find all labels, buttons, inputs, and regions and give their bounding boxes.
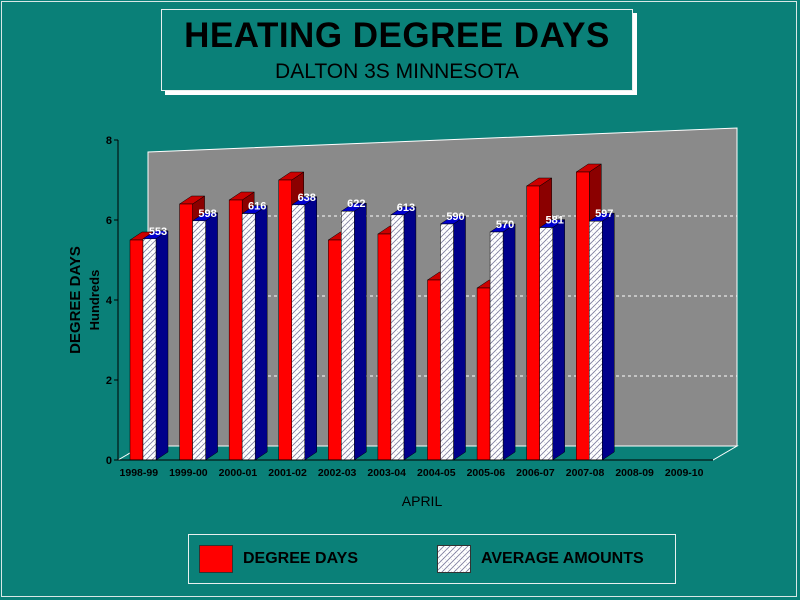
x-tick-label: 2008-09	[615, 467, 654, 479]
bar-average-side	[155, 230, 169, 461]
data-label: 570	[496, 219, 514, 231]
bar-average-side	[403, 206, 417, 461]
legend-label-average-amounts: AVERAGE AMOUNTS	[481, 550, 644, 567]
data-label: 598	[198, 208, 216, 220]
bar-average	[589, 220, 603, 461]
bar-average	[192, 220, 206, 461]
y-axis-title: DEGREE DAYS	[67, 246, 84, 354]
bar-average-side	[602, 212, 615, 461]
bar-degree-days	[377, 233, 392, 461]
legend-swatch-average-amounts	[437, 545, 471, 573]
data-label: 597	[595, 208, 613, 220]
bar-average-side	[552, 219, 565, 461]
x-tick-label: 2007-08	[566, 467, 605, 479]
x-tick-label: 2001-02	[268, 467, 307, 479]
bar-average	[489, 231, 504, 461]
bar-degree-days	[129, 239, 144, 461]
bar-degree-days	[476, 287, 491, 461]
x-tick-label: 2005-06	[467, 467, 506, 479]
bar-average	[142, 238, 157, 461]
bar-average	[390, 214, 405, 461]
bar-degree-days	[576, 171, 590, 461]
bar-average-side	[354, 202, 367, 461]
bars	[129, 163, 616, 461]
legend-label-degree-days: DEGREE DAYS	[243, 550, 358, 567]
y-tick-label: 4	[106, 295, 113, 307]
bar-average	[241, 213, 256, 461]
y-tick-label: 0	[106, 455, 112, 467]
x-tick-label: 1999-00	[169, 467, 208, 479]
x-tick-label: 2002-03	[318, 467, 357, 479]
chart-title: HEATING DEGREE DAYS	[184, 16, 610, 55]
legend-item-degree-days: DEGREE DAYS	[199, 545, 358, 573]
bar-degree-days	[427, 279, 441, 461]
data-label: 613	[397, 202, 415, 214]
data-label: 638	[298, 192, 316, 204]
chart-subtitle: DALTON 3S MINNESOTA	[275, 60, 519, 83]
bar-average-side	[304, 196, 317, 461]
bar-degree-days	[228, 199, 243, 461]
x-tick-label: 1998-99	[120, 467, 159, 479]
legend-pattern	[438, 546, 470, 572]
x-tick-label: 2004-05	[417, 467, 456, 479]
bar-average-side	[453, 215, 466, 461]
x-axis-title: APRIL	[402, 493, 443, 509]
bar-average-side	[205, 212, 218, 461]
data-label: 590	[446, 211, 464, 223]
bar-degree-days	[328, 239, 342, 461]
data-label: 553	[149, 226, 167, 238]
x-tick-label: 2000-01	[219, 467, 258, 479]
data-label: 622	[347, 198, 365, 210]
bar-degree-days	[278, 179, 292, 461]
title-box: HEATING DEGREE DAYS DALTON 3S MINNESOTA	[161, 9, 633, 91]
bar-average	[539, 227, 553, 461]
bar-average-side	[254, 205, 268, 461]
bar-average	[440, 223, 454, 461]
y-tick-label: 2	[106, 375, 112, 387]
legend-item-average-amounts: AVERAGE AMOUNTS	[437, 545, 644, 573]
legend-swatch-degree-days	[199, 545, 233, 573]
y-axis-subtitle: Hundreds	[87, 270, 102, 331]
bar-degree-days	[526, 185, 540, 461]
y-tick-label: 6	[106, 215, 112, 227]
bar-degree-days	[179, 203, 193, 461]
bar-average	[291, 204, 305, 461]
x-tick-label: 2009-10	[665, 467, 704, 479]
y-tick-label: 8	[106, 135, 112, 147]
bar-average-side	[502, 223, 516, 461]
legend: DEGREE DAYS AVERAGE AMOUNTS	[188, 534, 676, 584]
data-label: 581	[545, 215, 563, 227]
bar-average	[341, 210, 355, 461]
data-labels: 553 598 616 638 622 613 590 570 581 597	[149, 192, 614, 238]
axes: 0 2 4 6 8 DEGREE DAYS Hundreds APRIL 1998-99 1999…	[67, 135, 713, 509]
data-label: 616	[248, 201, 266, 213]
x-tick-label: 2003-04	[367, 467, 406, 479]
x-tick-label: 2006-07	[516, 467, 555, 479]
